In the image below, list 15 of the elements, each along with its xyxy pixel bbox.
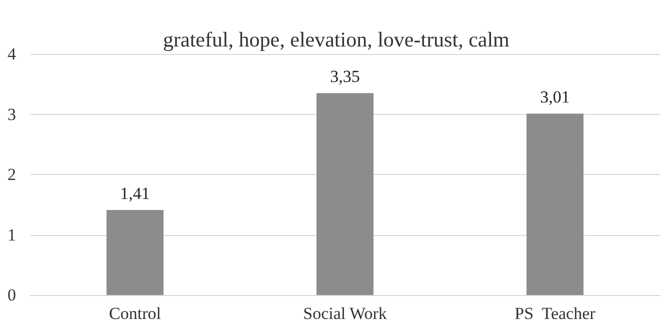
y-tick-label: 0 bbox=[8, 286, 16, 304]
y-tick-label: 3 bbox=[8, 104, 16, 124]
y-tick-label: 1 bbox=[8, 225, 16, 244]
y-tick-label: 4 bbox=[8, 44, 16, 64]
bar bbox=[106, 210, 164, 295]
bar bbox=[526, 114, 584, 295]
data-label: 3,01 bbox=[540, 88, 570, 107]
x-tick-label: Control bbox=[109, 304, 162, 323]
data-label: 1,41 bbox=[120, 184, 150, 204]
chart-title: grateful, hope, elevation, love-trust, calm bbox=[163, 28, 510, 52]
y-tick-label: 2 bbox=[8, 165, 16, 184]
x-tick-label: Social Work bbox=[303, 304, 388, 323]
bar bbox=[316, 93, 374, 295]
data-label: 3,35 bbox=[330, 67, 360, 86]
x-tick-label: PS Teacher bbox=[514, 304, 596, 323]
